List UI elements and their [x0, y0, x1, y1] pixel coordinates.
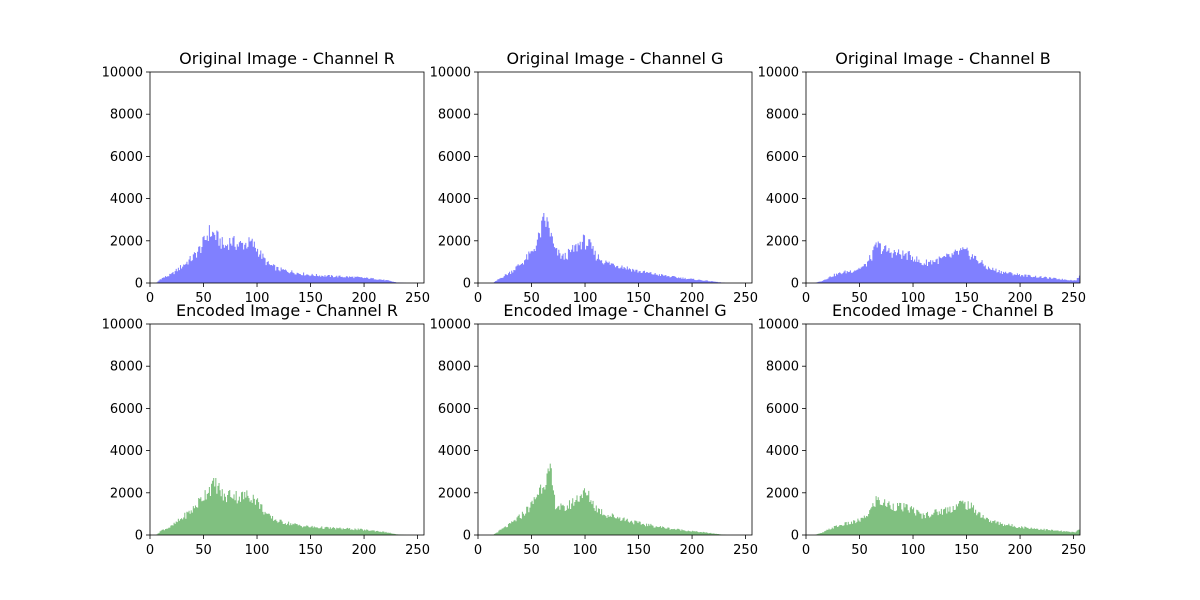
x-tick-label: 100 — [245, 543, 270, 558]
subplot-grid: Original Image - Channel R 0 50 100 150 200 25… — [102, 49, 1086, 558]
subplot-enc-g: Encoded Image - Channel G 0 50 100 150 200 250… — [430, 301, 758, 558]
subplot-orig-r: Original Image - Channel R 0 50 100 150 200 25… — [102, 49, 430, 306]
y-tick-label: 8000 — [110, 108, 143, 123]
x-tick-label: 200 — [1008, 291, 1033, 306]
y-tick-label: 6000 — [766, 150, 799, 165]
x-tick-label: 100 — [901, 291, 926, 306]
axes-frame — [805, 71, 1081, 284]
y-tick-label: 2000 — [766, 486, 799, 501]
x-tick-label: 50 — [523, 291, 540, 306]
subplot-title: Original Image - Channel R — [179, 49, 395, 68]
y-tick-label: 4000 — [110, 444, 143, 459]
x-tick-label: 150 — [626, 291, 651, 306]
y-tick-label: 4000 — [438, 444, 471, 459]
x-tick-label: 250 — [1061, 543, 1086, 558]
x-tick-label: 100 — [245, 291, 270, 306]
y-tick-label: 10000 — [102, 66, 143, 81]
y-tick-label: 10000 — [758, 66, 799, 81]
x-tick-label: 100 — [573, 291, 598, 306]
y-tick-label: 2000 — [110, 486, 143, 501]
x-tick-label: 250 — [733, 291, 758, 306]
y-tick-label: 0 — [791, 277, 799, 292]
subplot-title: Encoded Image - Channel R — [176, 301, 398, 320]
subplot-title: Original Image - Channel B — [835, 49, 1051, 68]
x-tick-label: 150 — [954, 543, 979, 558]
x-tick-label: 200 — [680, 291, 705, 306]
y-tick-label: 8000 — [766, 360, 799, 375]
y-tick-label: 6000 — [766, 402, 799, 417]
y-tick-label: 2000 — [110, 234, 143, 249]
x-tick-label: 250 — [1061, 291, 1086, 306]
histogram-bars-orig-g — [478, 213, 752, 283]
x-tick-label: 200 — [680, 543, 705, 558]
y-tick-label: 10000 — [430, 66, 471, 81]
x-tick-label: 0 — [802, 291, 810, 306]
subplot-enc-r: Encoded Image - Channel R 0 50 100 150 200 250… — [102, 301, 430, 558]
axes-frame — [149, 71, 425, 284]
y-tick-label: 6000 — [438, 402, 471, 417]
histogram-bars-orig-r — [150, 225, 424, 283]
y-tick-label: 8000 — [438, 360, 471, 375]
x-tick-label: 0 — [474, 543, 482, 558]
histogram-bars-enc-b — [806, 496, 1080, 535]
y-tick-label: 8000 — [766, 108, 799, 123]
x-tick-label: 50 — [523, 543, 540, 558]
y-tick-label: 6000 — [438, 150, 471, 165]
subplot-orig-g: Original Image - Channel G 0 50 100 150 200 25… — [430, 49, 758, 306]
x-tick-label: 0 — [802, 543, 810, 558]
subplot-title: Encoded Image - Channel G — [503, 301, 726, 320]
y-tick-label: 0 — [135, 529, 143, 544]
x-tick-label: 150 — [298, 543, 323, 558]
subplot-enc-b: Encoded Image - Channel B 0 50 100 150 200 250… — [758, 301, 1086, 558]
x-tick-label: 150 — [626, 543, 651, 558]
subplot-title: Encoded Image - Channel B — [832, 301, 1054, 320]
x-tick-label: 100 — [901, 543, 926, 558]
y-tick-label: 0 — [463, 529, 471, 544]
y-tick-label: 2000 — [766, 234, 799, 249]
y-tick-label: 6000 — [110, 402, 143, 417]
x-tick-label: 0 — [146, 543, 154, 558]
x-tick-label: 50 — [195, 543, 212, 558]
x-tick-label: 0 — [474, 291, 482, 306]
subplot-orig-b: Original Image - Channel B 0 50 100 150 200 25… — [758, 49, 1086, 306]
subplot-title: Original Image - Channel G — [507, 49, 724, 68]
y-tick-label: 8000 — [110, 360, 143, 375]
y-tick-label: 4000 — [766, 444, 799, 459]
axes-frame — [149, 323, 425, 536]
x-tick-label: 50 — [851, 543, 868, 558]
axes-frame — [805, 323, 1081, 536]
x-tick-label: 200 — [352, 543, 377, 558]
x-tick-label: 0 — [146, 291, 154, 306]
y-tick-label: 6000 — [110, 150, 143, 165]
y-tick-label: 2000 — [438, 234, 471, 249]
x-tick-label: 150 — [954, 291, 979, 306]
histogram-bars-enc-g — [478, 463, 752, 535]
x-tick-label: 150 — [298, 291, 323, 306]
x-tick-label: 50 — [851, 291, 868, 306]
y-tick-label: 2000 — [438, 486, 471, 501]
y-tick-label: 0 — [135, 277, 143, 292]
x-tick-label: 250 — [405, 543, 430, 558]
y-tick-label: 10000 — [102, 318, 143, 333]
y-tick-label: 4000 — [438, 192, 471, 207]
histogram-bars-enc-r — [150, 477, 424, 535]
y-tick-label: 4000 — [766, 192, 799, 207]
axes-frame — [477, 71, 753, 284]
x-tick-label: 200 — [1008, 543, 1033, 558]
x-tick-label: 250 — [405, 291, 430, 306]
x-tick-label: 200 — [352, 291, 377, 306]
y-tick-label: 10000 — [758, 318, 799, 333]
y-tick-label: 4000 — [110, 192, 143, 207]
axes-frame — [477, 323, 753, 536]
x-tick-label: 250 — [733, 543, 758, 558]
y-tick-label: 0 — [791, 529, 799, 544]
y-tick-label: 10000 — [430, 318, 471, 333]
histogram-bars-orig-b — [806, 241, 1080, 283]
x-tick-label: 50 — [195, 291, 212, 306]
x-tick-label: 100 — [573, 543, 598, 558]
y-tick-label: 0 — [463, 277, 471, 292]
y-tick-label: 8000 — [438, 108, 471, 123]
